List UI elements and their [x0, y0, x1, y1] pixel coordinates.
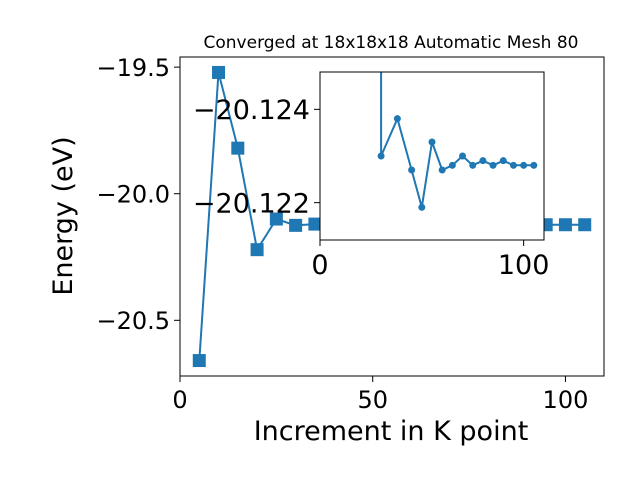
- main-x-tick-label: 0: [172, 386, 187, 414]
- main-data-point: [192, 354, 206, 368]
- inset-data-point: [520, 161, 528, 169]
- main-data-point: [269, 212, 283, 226]
- main-data-point: [578, 218, 592, 232]
- y-axis-label: Energy (eV): [48, 136, 79, 295]
- main-data-point: [558, 218, 572, 232]
- main-data-point: [308, 217, 322, 231]
- inset-data-point: [509, 161, 517, 169]
- inset-axes-frame: [319, 71, 545, 241]
- inset-series-line: [380, 72, 534, 209]
- main-y-tick-label: −20.5: [96, 307, 170, 335]
- inset-y-tick-label: −20.124: [193, 95, 310, 126]
- inset-x-tick-label: 100: [498, 250, 550, 281]
- inset-data-point: [418, 203, 426, 211]
- main-data-point: [250, 243, 264, 257]
- inset-y-tick-label: −20.122: [193, 188, 310, 219]
- main-data-point: [231, 141, 245, 155]
- inset-data-point: [393, 115, 401, 123]
- inset-data-point: [377, 152, 385, 160]
- inset-data-point: [408, 166, 416, 174]
- inset-axes: 0 100 −20.124 −20.122: [193, 13, 550, 281]
- inset-data-point: [489, 161, 497, 169]
- main-y-tick-label: −19.5: [96, 54, 170, 82]
- inset-data-point: [378, 13, 385, 20]
- main-y-tick-label: −20.0: [96, 180, 170, 208]
- inset-data-point: [469, 161, 477, 169]
- inset-data-point: [459, 152, 467, 160]
- inset-x-tick-label: 0: [311, 250, 328, 281]
- main-title: Converged at 18x18x18 Automatic Mesh 80: [204, 33, 579, 53]
- main-x-tick-label: 50: [357, 386, 388, 414]
- inset-data-point: [499, 157, 507, 165]
- inset-data-point: [438, 166, 446, 174]
- inset-data-point: [448, 161, 456, 169]
- main-axes-frame: [179, 56, 605, 377]
- main-data-point: [289, 218, 303, 232]
- main-x-tick-label: 100: [543, 386, 589, 414]
- inset-data-point: [530, 161, 538, 169]
- x-axis-label: Increment in K point: [254, 416, 529, 447]
- inset-background: [320, 72, 544, 240]
- main-data-point: [212, 65, 226, 79]
- inset-data-point: [479, 157, 487, 165]
- inset-data-point: [428, 138, 436, 146]
